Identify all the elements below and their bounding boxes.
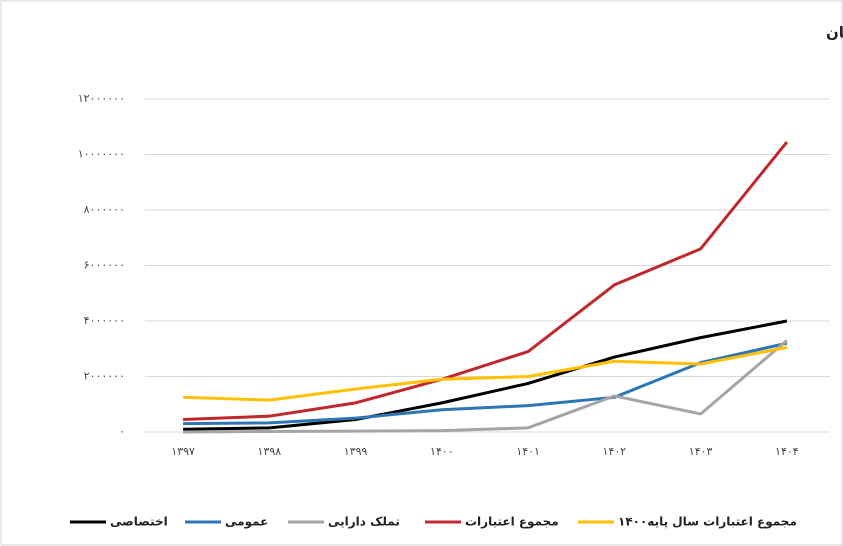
y-tick-label: ۱۲۰۰۰۰۰۰ (78, 92, 125, 105)
legend-label: اختصاصی (110, 515, 168, 529)
y-tick-label: ۰ (119, 425, 125, 438)
x-tick-label: ۱۳۹۸ (258, 445, 282, 458)
y-tick-label: ۴۰۰۰۰۰۰ (84, 314, 125, 327)
legend-label: مجموع اعتبارات سال پایه۱۴۰۰ (618, 515, 797, 530)
x-tick-label: ۱۴۰۴ (775, 445, 799, 458)
y-tick-label: ۱۰۰۰۰۰۰۰ (78, 148, 125, 161)
legend-label: تملک دارایی (328, 515, 400, 529)
x-tick-label: ۱۴۰۱ (516, 445, 540, 458)
x-tick-label: ۱۴۰۳ (689, 445, 713, 458)
y-tick-label: ۶۰۰۰۰۰۰ (84, 259, 125, 272)
x-tick-label: ۱۴۰۰ (430, 445, 454, 458)
chart-title: اعتبارات اختصاصی، عمومی ،تملک دارایی، مج… (826, 24, 843, 43)
legend-label: عمومی (225, 515, 268, 530)
x-tick-label: ۱۳۹۷ (171, 445, 195, 458)
x-tick-label: ۱۳۹۹ (344, 445, 368, 458)
series-line (183, 341, 788, 426)
y-tick-label: ۸۰۰۰۰۰۰ (84, 203, 125, 216)
legend-label: مجموع اعتبارات (465, 515, 559, 530)
series-line (183, 339, 788, 434)
y-tick-label: ۲۰۰۰۰۰۰ (84, 370, 125, 383)
series-line (183, 319, 788, 431)
x-tick-label: ۱۴۰۲ (603, 445, 627, 458)
series-line (183, 345, 788, 402)
series-line (183, 141, 789, 422)
